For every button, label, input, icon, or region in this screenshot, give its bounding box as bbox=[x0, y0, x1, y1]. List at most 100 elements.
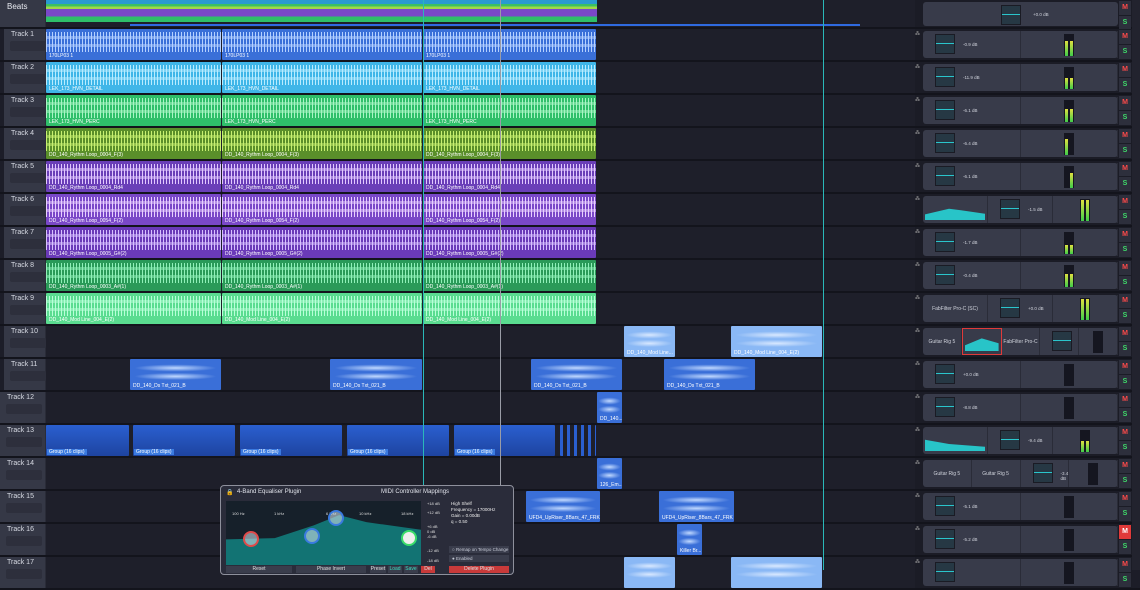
track-header[interactable]: Track 1 bbox=[4, 29, 46, 60]
mute-button[interactable]: M bbox=[1119, 360, 1131, 374]
track-header[interactable]: Track 4 bbox=[4, 128, 46, 159]
audio-clip[interactable]: 170LP03 1 bbox=[423, 29, 596, 60]
audio-clip[interactable] bbox=[624, 557, 675, 588]
track-control-area[interactable] bbox=[10, 74, 46, 84]
input-output-icons[interactable]: ⁂ bbox=[915, 559, 920, 565]
volume-fader[interactable] bbox=[935, 265, 955, 285]
mute-button[interactable]: M bbox=[1119, 129, 1131, 143]
audio-clip[interactable]: LEK_173_HVN_DETAIL bbox=[46, 62, 221, 93]
solo-button[interactable]: S bbox=[1119, 16, 1131, 30]
audio-clip[interactable]: Group (16 clips) bbox=[133, 425, 235, 456]
volume-fader[interactable] bbox=[1001, 5, 1021, 25]
audio-clip[interactable]: UFD4_UpRiser_8Bars_47_FRK bbox=[659, 491, 734, 522]
mute-button[interactable]: M bbox=[1119, 261, 1131, 275]
track-lane[interactable]: DD_140_Rythm Loop_0003_A#(1) DD_140_Rythm… bbox=[46, 260, 915, 291]
track-control-area[interactable] bbox=[6, 536, 42, 546]
solo-button[interactable]: S bbox=[1119, 342, 1131, 356]
plugin-slot[interactable]: FabFilter Pro-C (SC) bbox=[923, 295, 988, 322]
track-control-area[interactable] bbox=[10, 371, 46, 381]
track-control-area[interactable] bbox=[6, 404, 42, 414]
audio-clip[interactable]: 170LP03 1 bbox=[222, 29, 422, 60]
input-output-icons[interactable]: ⁂ bbox=[915, 295, 920, 301]
audio-clip[interactable]: DD_140... bbox=[597, 392, 622, 423]
mute-button[interactable]: M bbox=[1119, 228, 1131, 242]
track-header[interactable]: Track 11 bbox=[4, 359, 46, 390]
solo-button[interactable]: S bbox=[1119, 507, 1131, 521]
volume-fader[interactable] bbox=[935, 133, 955, 153]
audio-clip[interactable]: DD_140_Rythm Loop_0004_Rd4 bbox=[423, 161, 596, 192]
solo-button[interactable]: S bbox=[1119, 177, 1131, 191]
mute-button[interactable]: M bbox=[1119, 327, 1131, 341]
solo-button[interactable]: S bbox=[1119, 111, 1131, 125]
volume-fader[interactable] bbox=[935, 496, 955, 516]
track-header[interactable]: Track 16 bbox=[0, 524, 46, 555]
track-header[interactable]: Track 3 bbox=[4, 95, 46, 126]
volume-fader[interactable] bbox=[935, 364, 955, 384]
solo-button[interactable]: S bbox=[1119, 441, 1131, 455]
audio-clip[interactable]: DD_140_Ds Txt_021_B bbox=[130, 359, 221, 390]
solo-button[interactable]: S bbox=[1119, 144, 1131, 158]
eq-band-1-handle[interactable] bbox=[243, 531, 259, 547]
volume-fader[interactable] bbox=[1052, 331, 1073, 351]
audio-clip[interactable]: DD_140_Rythm Loop_0004_F(3) bbox=[222, 128, 422, 159]
audio-clip[interactable]: DD_140_Rythm Loop_0005_G#(2) bbox=[423, 227, 596, 258]
track-lane[interactable]: DD_140_Rythm Loop_0054_F(2) DD_140_Rythm … bbox=[46, 194, 915, 225]
track-control-area[interactable] bbox=[10, 41, 46, 51]
audio-clip[interactable]: Group (16 clips) bbox=[240, 425, 342, 456]
audio-clip[interactable]: DD_140_Rythm Loop_0004_Rd4 bbox=[222, 161, 422, 192]
audio-clip[interactable]: LEK_173_HVN_DETAIL bbox=[222, 62, 422, 93]
eq-graph[interactable]: 100 Hz 1 kHz 6 kHz 10 kHz 18 kHz bbox=[226, 501, 421, 565]
input-output-icons[interactable]: ⁂ bbox=[915, 97, 920, 103]
mute-button[interactable]: M bbox=[1119, 195, 1131, 209]
audio-clip[interactable]: DD_140_Mod Line_004_E(2) bbox=[46, 293, 221, 324]
eq-plugin-slot-selected[interactable] bbox=[961, 328, 1002, 355]
audio-clip[interactable]: LEK_173_HVN_PERC bbox=[423, 95, 596, 126]
track-control-area[interactable] bbox=[10, 173, 46, 183]
track-lane[interactable]: 126_Em... bbox=[46, 458, 915, 489]
audio-clip[interactable]: DD_140_Mod Line_004_E(2) bbox=[222, 293, 422, 324]
playhead[interactable] bbox=[500, 0, 501, 570]
mute-button[interactable]: M bbox=[1119, 525, 1131, 539]
solo-button[interactable]: S bbox=[1119, 210, 1131, 224]
track-lane[interactable]: DD_140_Rythm Loop_0005_G#(2) DD_140_Rythm… bbox=[46, 227, 915, 258]
solo-button[interactable]: S bbox=[1119, 309, 1131, 323]
track-header[interactable]: Track 2 bbox=[4, 62, 46, 93]
audio-clip[interactable]: DD_140_Rythm Loop_0003_A#(1) bbox=[222, 260, 422, 291]
track-lane[interactable]: DD_140_Mod Line_004_E(2) DD_140_Mod Line_… bbox=[46, 293, 915, 324]
track-header[interactable]: Track 17 bbox=[0, 557, 46, 588]
track-control-area[interactable] bbox=[10, 107, 46, 117]
track-lane[interactable]: DD_140_Ds Txt_021_B DD_140_Ds Txt_021_B DD… bbox=[46, 359, 915, 390]
audio-clip[interactable] bbox=[731, 557, 822, 588]
track-header[interactable]: Track 10 bbox=[4, 326, 46, 357]
audio-clip[interactable]: DD_140_Rythm Loop_0003_A#(1) bbox=[46, 260, 221, 291]
solo-button[interactable]: S bbox=[1119, 276, 1131, 290]
audio-clip[interactable]: Group (16 clips) bbox=[46, 425, 129, 456]
track-header[interactable]: Track 14 bbox=[0, 458, 46, 489]
loop-end-marker[interactable] bbox=[823, 0, 824, 570]
input-output-icons[interactable]: ⁂ bbox=[915, 427, 920, 433]
eq-band-4-handle[interactable] bbox=[401, 530, 417, 546]
mute-button[interactable]: M bbox=[1119, 393, 1131, 407]
plugin-slot[interactable]: Guitar Rig 5 bbox=[972, 460, 1021, 487]
track-lane[interactable]: DD_140... bbox=[46, 392, 915, 423]
solo-button[interactable]: S bbox=[1119, 474, 1131, 488]
mute-button[interactable]: M bbox=[1119, 294, 1131, 308]
input-output-icons[interactable]: ⁂ bbox=[915, 64, 920, 70]
input-output-icons[interactable]: ⁂ bbox=[915, 262, 920, 268]
solo-button[interactable]: S bbox=[1119, 78, 1131, 92]
track-control-area[interactable] bbox=[6, 470, 42, 480]
volume-fader[interactable] bbox=[935, 397, 955, 417]
track-control-area[interactable] bbox=[6, 569, 42, 579]
audio-clip[interactable]: DD_140_Rythm Loop_0054_F(2) bbox=[46, 194, 221, 225]
track-control-area[interactable] bbox=[10, 272, 46, 282]
audio-clip[interactable]: 170LP03 1 bbox=[46, 29, 221, 60]
enabled-checkbox[interactable]: ● Enabled bbox=[449, 555, 509, 562]
audio-clip[interactable]: DD_140_Rythm Loop_0003_A#(1) bbox=[423, 260, 596, 291]
track-header[interactable]: Track 12 bbox=[0, 392, 46, 423]
eq-thumbnail[interactable] bbox=[923, 196, 988, 223]
track-header[interactable]: Track 8 bbox=[4, 260, 46, 291]
audio-clip[interactable] bbox=[560, 425, 596, 456]
audio-clip[interactable]: DD_140_Rythm Loop_0054_F(2) bbox=[222, 194, 422, 225]
track-lane[interactable]: Group (16 clips) Group (16 clips) Group (1… bbox=[46, 425, 915, 456]
input-output-icons[interactable]: ⁂ bbox=[915, 328, 920, 334]
